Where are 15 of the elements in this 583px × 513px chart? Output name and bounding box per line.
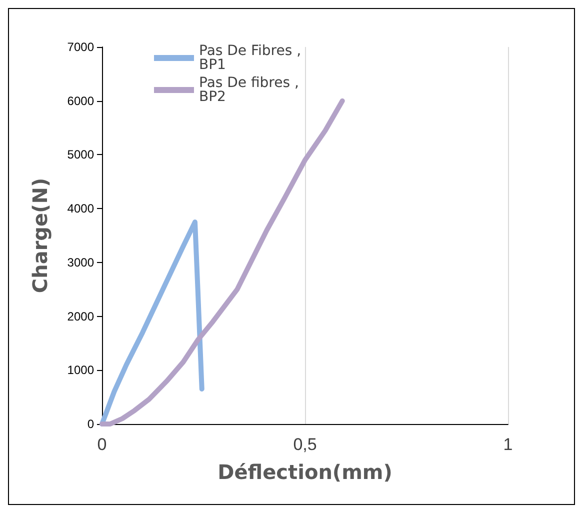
x-tick-label: 1 (503, 435, 513, 454)
x-tick-label: 0 (97, 435, 107, 454)
y-tick-label: 6000 (67, 94, 94, 108)
y-tick-label: 1000 (67, 363, 94, 378)
legend-label: Pas De Fibres ,BP1 (199, 43, 302, 73)
y-tick-label: 7000 (67, 40, 94, 54)
y-tick-label: 4000 (67, 202, 94, 216)
y-tick-label: 0 (87, 417, 94, 431)
x-tick-label: 0,5 (293, 435, 317, 454)
x-axis-title: Déflection(mm) (218, 460, 392, 484)
y-axis-title: Charge(N) (28, 178, 52, 294)
y-tick-label: 2000 (67, 309, 94, 324)
legend-label: Pas De fibres ,BP2 (199, 75, 299, 105)
y-tick-label: 5000 (67, 148, 94, 162)
y-tick-label: 3000 (67, 255, 94, 270)
